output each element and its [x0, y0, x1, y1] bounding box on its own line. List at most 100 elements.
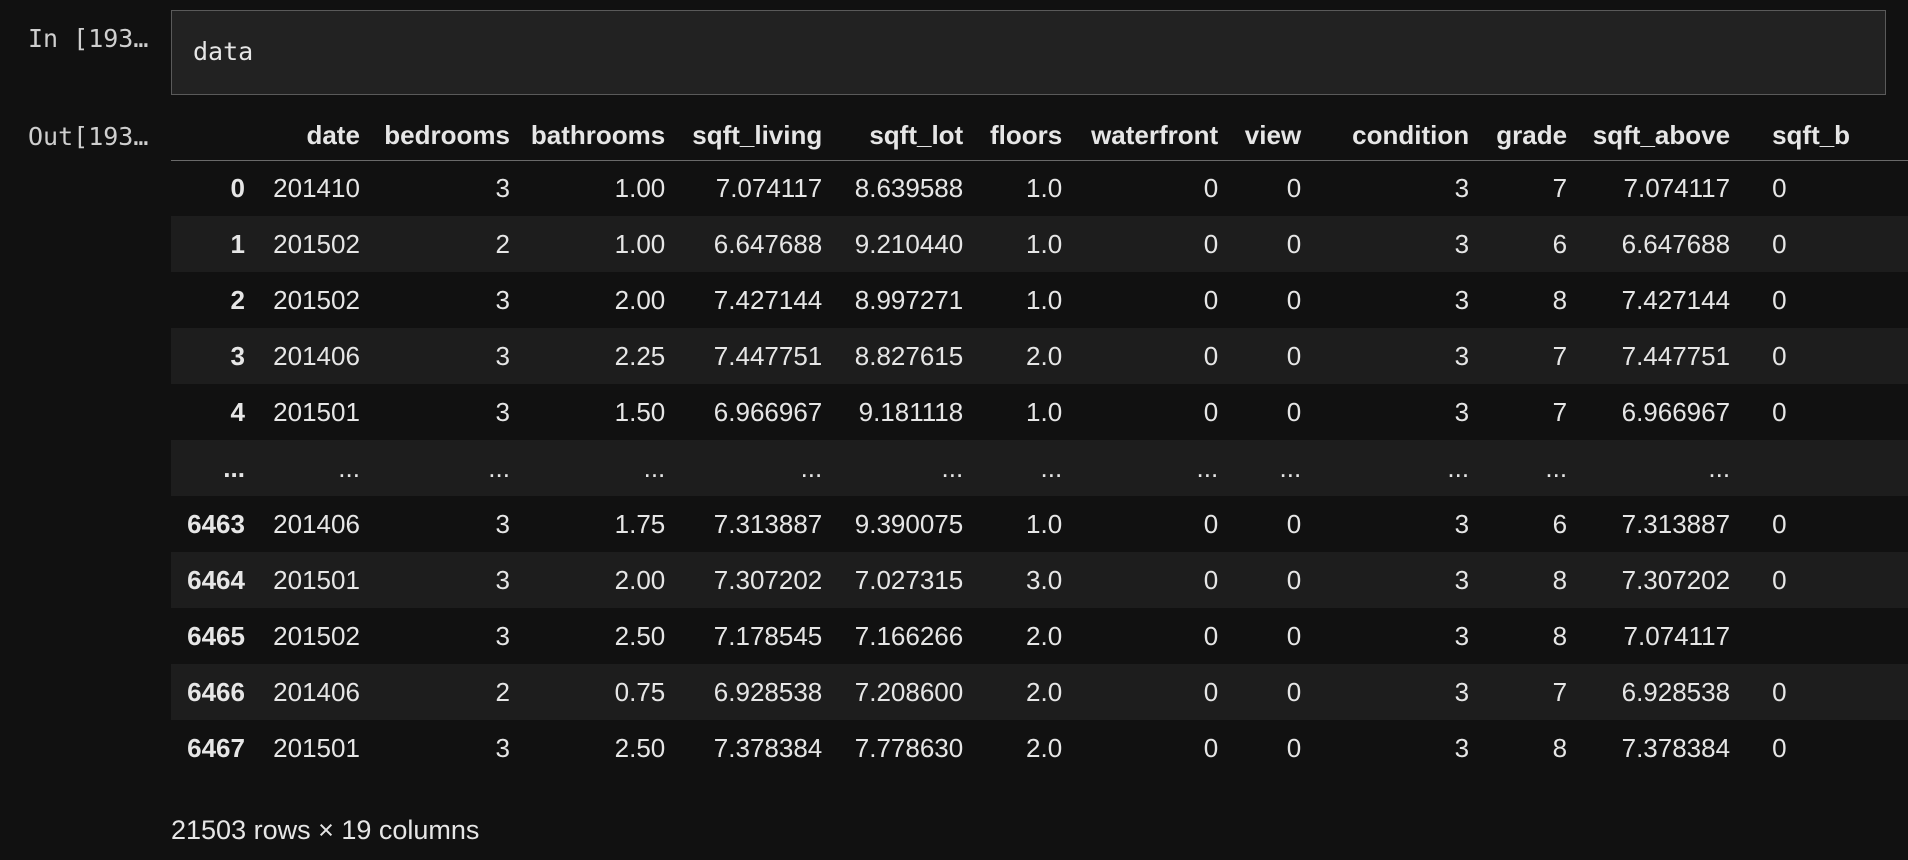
- table-row: 4 201501 3 1.50 6.966967 9.181118 1.0 0 0 3 7 6.966…: [171, 384, 1908, 440]
- table-cell: 3: [1454, 732, 1470, 763]
- table-cell: 7.307202: [1621, 564, 1731, 595]
- table-row: 3 201406 3 2.25 7.447751 8.827615 2.0 0 0 3 7 7.447…: [171, 328, 1908, 384]
- table-cell: 7.313887: [1621, 508, 1731, 539]
- code-cell-editor[interactable]: data: [171, 10, 1886, 95]
- table-cell: 0.75: [614, 676, 666, 707]
- table-cell: 0: [1203, 508, 1219, 539]
- table-cell: 7: [1552, 172, 1568, 203]
- table-cell: 0: [1772, 340, 1787, 371]
- table-cell: 0: [1203, 172, 1219, 203]
- table-cell: ...: [1040, 452, 1063, 483]
- column-header: condition: [1322, 112, 1491, 161]
- table-cell: 201406: [273, 676, 360, 707]
- table-cell: 2.25: [614, 340, 666, 371]
- table-cell: 8.827615: [854, 340, 964, 371]
- table-cell: 8: [1552, 620, 1568, 651]
- table-cell: ...: [1196, 452, 1219, 483]
- table-cell: 6.928538: [1621, 676, 1731, 707]
- table-row: 1 201502 2 1.00 6.647688 9.210440 1.0 0 0 3 6 6.647…: [171, 216, 1908, 272]
- table-cell: 6.928538: [713, 676, 823, 707]
- table-row: 6464 201501 3 2.00 7.307202 7.027315 3.0 0 0 3 8 7.…: [171, 552, 1908, 608]
- table-cell: 0: [1286, 508, 1302, 539]
- column-header: view: [1239, 112, 1323, 161]
- table-cell: 3: [1454, 620, 1470, 651]
- table-cell: 1.0: [1026, 228, 1063, 259]
- table-cell: 201502: [273, 620, 360, 651]
- dataframe-output: date bedrooms bathrooms sqft_living sqft_lot…: [171, 112, 1908, 832]
- table-cell: 3: [1454, 396, 1470, 427]
- table-cell: 7.427144: [1621, 284, 1731, 315]
- table-cell: 3: [1454, 508, 1470, 539]
- table-cell: ...: [643, 452, 666, 483]
- table-cell: 3: [495, 396, 510, 427]
- table-cell: 1.0: [1026, 284, 1063, 315]
- table-cell: [1751, 440, 1908, 496]
- table-cell: 3: [495, 732, 510, 763]
- table-cell: 6: [1552, 508, 1568, 539]
- table-cell: 7.378384: [1621, 732, 1731, 763]
- table-cell: 0: [1203, 564, 1219, 595]
- table-cell: 7.027315: [854, 564, 964, 595]
- table-cell: 7.427144: [713, 284, 823, 315]
- table-cell: 9.210440: [854, 228, 964, 259]
- table-cell: 0: [1286, 172, 1302, 203]
- table-cell: 2.0: [1026, 732, 1063, 763]
- table-cell: 9.390075: [854, 508, 964, 539]
- table-cell: 7.074117: [1623, 620, 1731, 651]
- output-prompt: Out[193…: [28, 122, 149, 151]
- table-cell: 0: [1203, 620, 1219, 651]
- table-row: 6465 201502 3 2.50 7.178545 7.166266 2.0 0 0 3 8 7.…: [171, 608, 1908, 664]
- table-cell: 7: [1552, 676, 1568, 707]
- table-cell: 3: [495, 564, 510, 595]
- table-cell: 3: [1454, 340, 1470, 371]
- row-index: 6463: [187, 508, 245, 539]
- table-cell: 1.0: [1026, 396, 1063, 427]
- table-cell: 2.00: [614, 564, 666, 595]
- column-header: bathrooms: [530, 112, 687, 161]
- table-cell: 0: [1772, 564, 1787, 595]
- table-cell: 0: [1203, 228, 1219, 259]
- table-cell: 1.0: [1026, 172, 1063, 203]
- table-cell: 8: [1552, 564, 1568, 595]
- column-header: grade: [1490, 112, 1589, 161]
- table-cell: 8.639588: [854, 172, 964, 203]
- table-cell: 0: [1772, 676, 1787, 707]
- table-cell: 1.75: [614, 508, 666, 539]
- table-cell: 2.00: [614, 284, 666, 315]
- table-cell: 3: [495, 508, 510, 539]
- table-cell: 7: [1552, 396, 1568, 427]
- table-cell: 7.208600: [854, 676, 964, 707]
- table-cell: 3: [1454, 564, 1470, 595]
- dataframe-table: date bedrooms bathrooms sqft_living sqft_lot…: [171, 112, 1908, 776]
- table-cell: 7.178545: [713, 620, 823, 651]
- table-cell: 7.447751: [1621, 340, 1731, 371]
- table-cell: 0: [1203, 340, 1219, 371]
- table-cell: 0: [1286, 564, 1302, 595]
- table-cell: 0: [1286, 396, 1302, 427]
- table-cell: 7: [1552, 340, 1568, 371]
- table-cell: ...: [800, 452, 823, 483]
- table-cell: 1.00: [614, 172, 666, 203]
- table-row: 6467 201501 3 2.50 7.378384 7.778630 2.0 0 0 3 8 7.…: [171, 720, 1908, 776]
- table-cell: 6.647688: [1621, 228, 1731, 259]
- table-cell: 8.997271: [854, 284, 964, 315]
- table-cell: 7.447751: [713, 340, 823, 371]
- code-text: data: [193, 37, 254, 66]
- row-index: 4: [230, 396, 245, 427]
- table-cell: 1.00: [614, 228, 666, 259]
- table-cell: 2.0: [1026, 676, 1063, 707]
- table-header-row: date bedrooms bathrooms sqft_living sqft_lot…: [171, 112, 1908, 161]
- table-cell: ...: [338, 452, 360, 483]
- table-cell: 2: [495, 676, 510, 707]
- table-cell: 7.378384: [713, 732, 823, 763]
- table-cell: 201501: [273, 396, 360, 427]
- table-cell: 201501: [273, 564, 360, 595]
- table-cell: 3: [1454, 676, 1470, 707]
- column-header: bedrooms: [380, 112, 531, 161]
- table-row: 2 201502 3 2.00 7.427144 8.997271 1.0 0 0 3 8 7.427…: [171, 272, 1908, 328]
- table-cell: 3: [495, 172, 510, 203]
- table-cell: 7.313887: [713, 508, 823, 539]
- column-header: floors: [984, 112, 1085, 161]
- table-cell: ...: [1708, 452, 1731, 483]
- table-cell: 201502: [273, 228, 360, 259]
